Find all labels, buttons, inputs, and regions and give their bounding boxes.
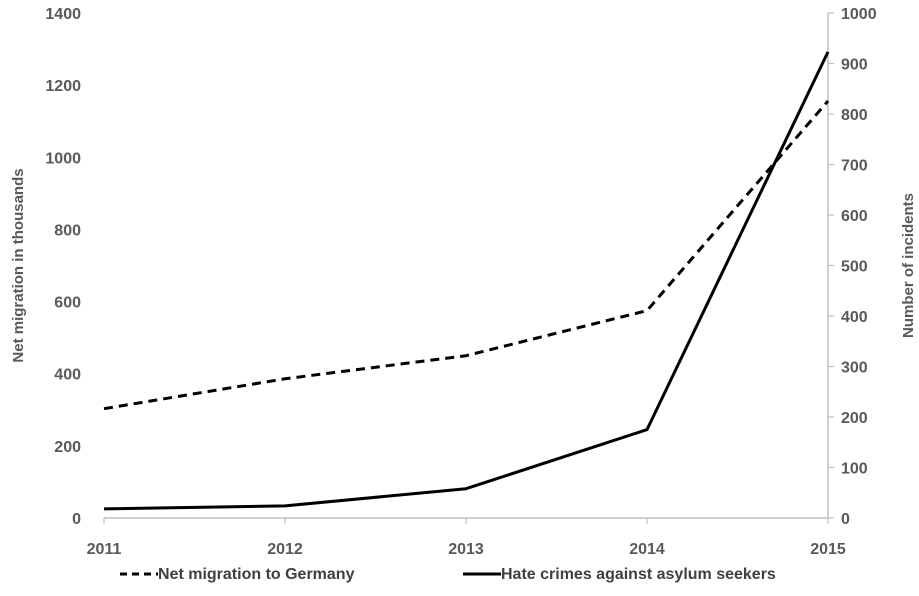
y-axis-left-title: Net migration in thousands [10,168,27,362]
x-tick-label: 2012 [267,541,303,558]
series-lines [103,51,830,511]
y-right-tick-label: 600 [841,208,868,225]
y-right-tick-label: 900 [841,57,868,74]
y-right-tick-label: 100 [841,461,868,478]
y-left-tick-label: 1200 [45,78,81,95]
y-axis-right-title: Number of incidents [900,193,917,338]
y-left-tick-label: 400 [54,367,81,384]
legend-label-0: Net migration to Germany [158,566,355,583]
y-right-tick-label: 400 [841,309,868,326]
x-tick-label: 2014 [629,541,665,558]
legend-label-1: Hate crimes against asylum seekers [501,566,776,583]
y-right-tick-label: 500 [841,259,868,276]
x-tick-label: 2015 [810,541,846,558]
x-tick-labels: 2011 2012 2013 2014 2015 [87,541,846,558]
axes [103,12,834,524]
y-right-tick-label: 200 [841,410,868,427]
y-left-tick-label: 1400 [45,6,81,23]
left-tick-labels: 0 200 400 600 800 1000 1200 1400 [45,6,81,528]
y-right-tick-label: 700 [841,158,868,175]
y-right-tick-label: 1000 [841,6,877,23]
series-line-0 [103,100,830,411]
y-left-tick-label: 200 [54,439,81,456]
legend: Net migration to Germany Hate crimes agai… [120,566,776,583]
x-tick-label: 2011 [87,541,122,558]
y-left-tick-label: 1000 [45,150,81,167]
y-left-tick-label: 600 [54,295,81,312]
series-line-1 [103,51,830,511]
y-right-tick-label: 300 [841,360,868,377]
right-tick-labels: 0 100 200 300 400 500 600 700 800 900 1000 [841,6,877,528]
x-tick-label: 2013 [448,541,484,558]
y-left-tick-label: 0 [72,511,81,528]
y-right-tick-label: 0 [841,511,850,528]
y-right-tick-label: 800 [841,107,868,124]
y-left-tick-label: 800 [54,222,81,239]
